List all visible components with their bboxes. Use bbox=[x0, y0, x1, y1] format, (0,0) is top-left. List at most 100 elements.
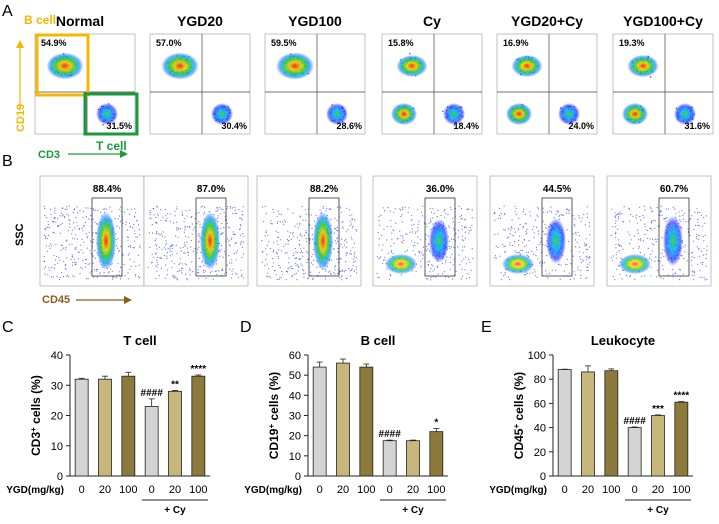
cy-group-label-1: + Cy bbox=[402, 505, 424, 516]
x-tick-label-1-3: 0 bbox=[387, 484, 393, 496]
cd3-axis-label: CD3 bbox=[38, 149, 60, 161]
group-title-5: YGD100+Cy bbox=[623, 13, 703, 29]
flow-plot-b-5: 60.7% bbox=[606, 175, 712, 287]
t-cell-percent-5: 31.6% bbox=[684, 121, 710, 131]
bar-1-0 bbox=[312, 366, 327, 477]
flow-plot-a-2: 59.5% 28.6% bbox=[264, 33, 366, 135]
y-tick-label-1-2: 20 bbox=[289, 431, 301, 443]
t-cell-percent-4: 24.0% bbox=[568, 121, 594, 131]
y-tick-label-2-0: 0 bbox=[540, 471, 546, 483]
bar-2-0 bbox=[557, 369, 572, 477]
b-cell-gate-label: B cell bbox=[24, 13, 56, 27]
cd45-percent-3: 36.0% bbox=[426, 184, 454, 195]
cd45-percent-1: 87.0% bbox=[197, 184, 225, 195]
bar-0-5 bbox=[191, 375, 206, 477]
bar-2-3 bbox=[627, 427, 642, 477]
x-axis-label-1: YGD(mg/kg) bbox=[244, 485, 302, 496]
t-cell-gate-label: T cell bbox=[96, 139, 127, 153]
significance-2-3: #### bbox=[624, 416, 647, 427]
bar-1-5 bbox=[429, 431, 444, 477]
y-tick-label-2-2: 40 bbox=[534, 423, 546, 435]
group-title-4: YGD20+Cy bbox=[511, 13, 583, 29]
bar-1-4 bbox=[406, 440, 420, 477]
b-cell-percent-2: 59.5% bbox=[271, 38, 297, 48]
bar-0-2 bbox=[121, 375, 136, 477]
y-tick-label-0-3: 30 bbox=[51, 380, 63, 392]
b-cell-percent-1: 57.0% bbox=[156, 38, 182, 48]
bar-1-2 bbox=[359, 366, 374, 477]
x-tick-label-0-4: 20 bbox=[169, 484, 181, 496]
t-cell-percent-2: 28.6% bbox=[336, 121, 362, 131]
panel-letter-a: A bbox=[2, 3, 13, 20]
bar-1-1 bbox=[336, 362, 350, 477]
significance-2-4: *** bbox=[652, 404, 664, 415]
flow-plot-b-1: 87.0% bbox=[143, 175, 249, 287]
cd45-percent-2: 88.2% bbox=[310, 184, 338, 195]
b-cell-percent-0: 54.9% bbox=[41, 38, 67, 48]
x-tick-label-0-3: 0 bbox=[149, 484, 155, 496]
b-cell-percent-3: 15.8% bbox=[388, 38, 414, 48]
cd45-axis-label: CD45 bbox=[42, 294, 70, 306]
flow-plot-a-3: 15.8% 18.4% bbox=[381, 33, 483, 135]
y-tick-label-2-1: 20 bbox=[534, 447, 546, 459]
flow-plot-a-1: 57.0% 30.4% bbox=[149, 33, 251, 135]
panel-letter-d: D bbox=[240, 319, 252, 336]
y-tick-label-2-5: 100 bbox=[528, 350, 546, 362]
x-axis-label-0: YGD(mg/kg) bbox=[6, 485, 64, 496]
group-title-2: YGD100 bbox=[288, 13, 342, 29]
x-tick-label-2-1: 20 bbox=[582, 484, 594, 496]
t-cell-percent-1: 30.4% bbox=[221, 121, 247, 131]
cd45-percent-5: 60.7% bbox=[660, 184, 688, 195]
x-axis-label-2: YGD(mg/kg) bbox=[489, 485, 547, 496]
x-tick-label-1-4: 20 bbox=[407, 484, 419, 496]
y-axis-label-2: CD45+ cells (%) bbox=[512, 372, 527, 459]
panel-c-tcell-chart: T cell 0 10 20 30 40 CD3+ cells (%) 0 20 100 #### 0… bbox=[6, 333, 210, 516]
cd45-percent-4: 44.5% bbox=[543, 184, 571, 195]
bar-1-3 bbox=[382, 440, 397, 477]
chart-title-1: B cell bbox=[361, 333, 396, 348]
flow-plot-a-0: 54.9% 31.5% bbox=[34, 33, 136, 135]
bar-0-3 bbox=[144, 406, 159, 477]
group-title-0: Normal bbox=[56, 13, 104, 29]
cy-group-label-2: + Cy bbox=[647, 505, 669, 516]
t-cell-percent-0: 31.5% bbox=[106, 121, 132, 131]
flow-plot-b-0: 88.4% bbox=[39, 175, 145, 287]
cy-group-label-0: + Cy bbox=[164, 505, 186, 516]
chart-title-2: Leukocyte bbox=[591, 333, 655, 348]
flow-plot-a-4: 16.9% 24.0% bbox=[496, 33, 598, 135]
y-tick-label-2-3: 60 bbox=[534, 398, 546, 410]
significance-1-5: * bbox=[434, 418, 438, 429]
y-tick-label-0-2: 20 bbox=[51, 411, 63, 423]
x-tick-label-1-5: 100 bbox=[427, 484, 445, 496]
x-tick-label-0-2: 100 bbox=[119, 484, 137, 496]
cd45-percent-0: 88.4% bbox=[93, 184, 121, 195]
x-tick-label-0-1: 20 bbox=[99, 484, 111, 496]
bar-2-5 bbox=[674, 401, 689, 477]
x-tick-label-2-5: 100 bbox=[672, 484, 690, 496]
x-tick-label-2-2: 100 bbox=[602, 484, 620, 496]
b-cell-gate bbox=[35, 33, 90, 97]
y-tick-label-1-6: 60 bbox=[289, 350, 301, 362]
panel-d-bcell-chart: B cell 0 10 20 30 40 50 60 CD19+ cells (%) 0 20 100… bbox=[244, 333, 448, 516]
x-tick-label-0-5: 100 bbox=[189, 484, 207, 496]
significance-1-3: #### bbox=[379, 429, 402, 440]
flow-plot-a-5: 19.3% 31.6% bbox=[612, 33, 714, 135]
bar-0-4 bbox=[168, 390, 182, 477]
panel-b-flow-ssc-cd45: 88.4% 87.0% 88.2% 36.0% 44.5% 60.7% SSC CD45 bbox=[14, 175, 712, 306]
panel-letter-b: B bbox=[2, 153, 13, 170]
b-cell-percent-5: 19.3% bbox=[619, 38, 645, 48]
significance-0-3: #### bbox=[141, 388, 164, 399]
t-cell-gate bbox=[83, 92, 139, 136]
y-tick-label-1-0: 0 bbox=[295, 471, 301, 483]
x-tick-label-2-3: 0 bbox=[632, 484, 638, 496]
y-tick-label-2-4: 80 bbox=[534, 374, 546, 386]
x-tick-label-1-2: 100 bbox=[357, 484, 375, 496]
x-tick-label-0-0: 0 bbox=[79, 484, 85, 496]
flow-plot-b-4: 44.5% bbox=[489, 175, 595, 287]
cd19-axis-label: CD19 bbox=[15, 104, 27, 132]
chart-title-0: T cell bbox=[123, 333, 156, 348]
significance-0-5: **** bbox=[191, 364, 207, 375]
y-tick-label-1-1: 10 bbox=[289, 451, 301, 463]
